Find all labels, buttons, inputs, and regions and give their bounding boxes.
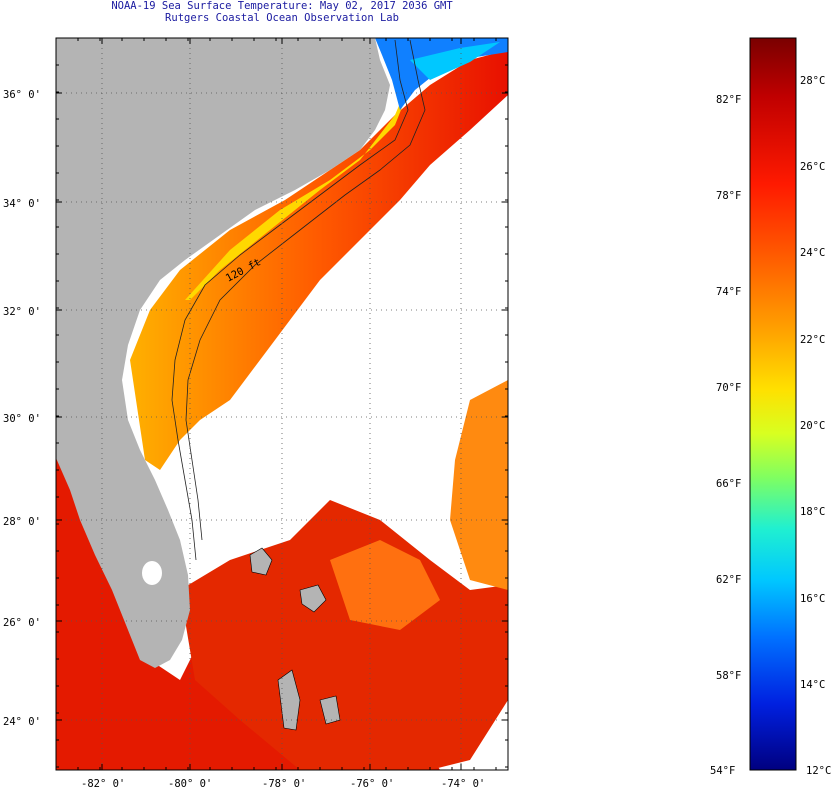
graticule [56,38,508,770]
shelf-water-band [185,80,410,300]
lat-label: 24° 0' [3,716,41,728]
colorbar-f-label: 66°F [716,478,741,490]
lon-label: -76° 0' [350,778,394,790]
colorbar-f-label: 78°F [716,190,741,202]
depth-contour-2 [185,39,426,541]
colorbar-c-label: 24°C [800,247,825,259]
lon-label: -82° 0' [81,778,125,790]
lon-label: -74° 0' [441,778,485,790]
colorbar-c-label: 22°C [800,334,825,346]
us-landmass [56,38,390,668]
lat-label: 28° 0' [3,516,41,528]
axis-ticks [56,38,508,770]
colorbar-c-label: 20°C [800,420,825,432]
colorbar-f-label: 58°F [716,670,741,682]
lat-label: 26° 0' [3,617,41,629]
colorbar-f-label: 62°F [716,574,741,586]
colorbar-c-label: 16°C [800,593,825,605]
colorbar [749,37,797,771]
offshore-warm-patch [450,380,508,590]
cold-water-core [410,42,500,80]
colorbar-c-label: 26°C [800,161,825,173]
lat-label: 30° 0' [3,413,41,425]
colorbar-f-label: 82°F [716,94,741,106]
bahamas-islands [249,547,341,731]
lat-label: 34° 0' [3,198,41,210]
colorbar-f-label: 70°F [716,382,741,394]
depth-contour [171,39,409,561]
colorbar-c-label: 28°C [800,75,825,87]
map-title: NOAA-19 Sea Surface Temperature: May 02,… [111,0,453,12]
colorbar-f-label: 54°F [710,765,735,777]
colorbar-c-label: 12°C [806,765,831,777]
lon-label: -80° 0' [168,778,212,790]
offshore-warm-patch-2 [330,540,440,630]
lat-label: 36° 0' [3,89,41,101]
lake-okeechobee [142,561,162,585]
lat-label: 32° 0' [3,306,41,318]
map-subtitle: Rutgers Coastal Ocean Observation Lab [165,12,399,24]
colorbar-c-label: 14°C [800,679,825,691]
lon-label: -78° 0' [262,778,306,790]
gulf-stream-band [130,50,508,470]
colorbar-c-label: 18°C [800,506,825,518]
colorbar-f-label: 74°F [716,286,741,298]
